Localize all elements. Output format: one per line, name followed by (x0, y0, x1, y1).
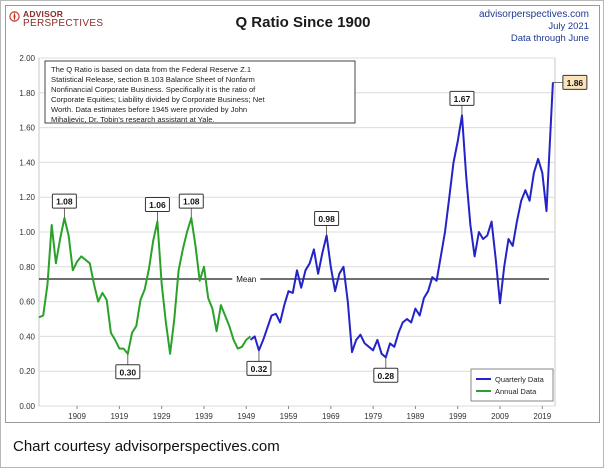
x-tick-label: 1959 (280, 412, 298, 421)
y-tick-label: 0.80 (19, 263, 35, 272)
y-tick-label: 1.60 (19, 124, 35, 133)
series-line-quarterly-data (249, 82, 554, 359)
callout-box (178, 193, 204, 209)
y-tick-label: 0.00 (19, 402, 35, 411)
callout-label: 0.98 (318, 214, 335, 224)
x-tick-label: 1969 (322, 412, 340, 421)
source-block: advisorperspectives.com July 2021 Data t… (479, 9, 589, 45)
callout-box (144, 197, 170, 213)
x-tick-label: 2019 (533, 412, 551, 421)
legend-label: Annual Data (495, 387, 537, 396)
mean-label: Mean (236, 275, 256, 284)
callout-box (314, 210, 340, 226)
note-box (44, 60, 356, 124)
callout-label: 1.08 (56, 197, 73, 207)
source-date: July 2021 (548, 21, 589, 32)
y-tick-label: 1.80 (19, 89, 35, 98)
callout-box (449, 90, 475, 106)
callout-label: 0.32 (251, 364, 268, 374)
y-tick-label: 1.20 (19, 193, 35, 202)
series-line-annual-data (38, 217, 252, 355)
callout-box (246, 360, 272, 376)
callout-box (373, 367, 399, 383)
x-tick-label: 1929 (153, 412, 171, 421)
callout-label: 1.67 (454, 94, 471, 104)
x-tick-label: 1999 (449, 412, 467, 421)
x-tick-label: 1989 (407, 412, 425, 421)
y-tick-label: 0.40 (19, 332, 35, 341)
logo-text-bottom: PERSPECTIVES (23, 18, 104, 29)
mean-label-bg (232, 272, 261, 284)
x-tick-label: 1909 (68, 412, 86, 421)
y-tick-label: 2.00 (19, 54, 35, 63)
y-tick-label: 0.60 (19, 298, 35, 307)
logo-text-top: ADVISOR (23, 9, 64, 19)
y-tick-label: 1.40 (19, 158, 35, 167)
logo-compass-icon (9, 11, 20, 22)
x-tick-label: 1939 (195, 412, 213, 421)
callout-box (562, 74, 588, 90)
chart-title: Q Ratio Since 1900 (235, 14, 371, 31)
x-tick-label: 2009 (491, 412, 509, 421)
note-text: The Q Ratio is based on data from the Fe… (51, 65, 265, 124)
chart-credit: Chart courtesy advisorperspectives.com (13, 438, 280, 455)
callout-label: 0.28 (378, 371, 395, 381)
x-tick-label: 1979 (364, 412, 382, 421)
callout-label: 0.30 (120, 367, 137, 377)
x-tick-label: 1919 (110, 412, 128, 421)
callout-label: 1.06 (149, 200, 166, 210)
legend-label: Quarterly Data (495, 375, 545, 384)
callout-box (51, 193, 77, 209)
x-tick-label: 1949 (237, 412, 255, 421)
advisor-perspectives-logo: ADVISOR PERSPECTIVES (9, 9, 103, 31)
y-tick-label: 0.20 (19, 367, 35, 376)
y-tick-label: 1.00 (19, 228, 35, 237)
callout-box (115, 364, 141, 380)
callout-label: 1.86 (567, 78, 584, 88)
callout-label: 1.08 (183, 197, 200, 207)
source-note: Data through June (510, 33, 589, 44)
legend-box (470, 368, 554, 402)
source-site: advisorperspectives.com (478, 9, 589, 20)
